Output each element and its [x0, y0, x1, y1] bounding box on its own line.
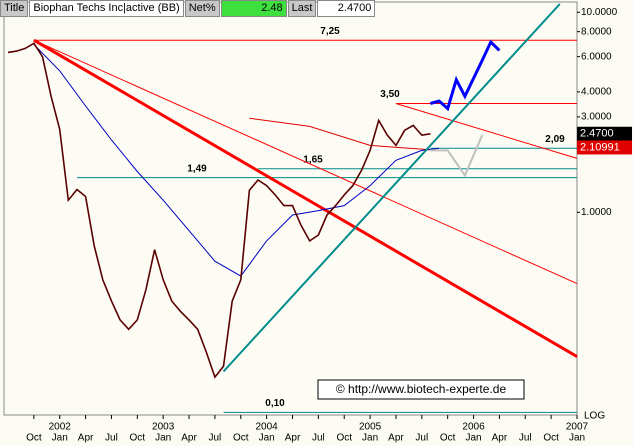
x-tick-label: Jan — [362, 433, 378, 444]
x-tick-label: Jul — [312, 433, 325, 444]
net-value: 2.48 — [220, 0, 287, 17]
price-tag-label: 2.4700 — [580, 128, 614, 140]
x-tick-label: Apr — [78, 433, 94, 444]
level-label: 1,65 — [303, 154, 323, 165]
level-label: 7,25 — [320, 26, 340, 37]
x-tick-label: Jan — [52, 433, 68, 444]
y-tick-label: 4.0000 — [581, 87, 612, 98]
x-tick-label: Jul — [519, 433, 532, 444]
x-tick-label: Jan — [465, 433, 481, 444]
price-line — [7, 42, 431, 379]
x-tick-label: Oct — [26, 433, 42, 444]
overlay-line — [33, 38, 578, 358]
x-year-label: 2007 — [566, 422, 589, 433]
y-tick-label: 8.0000 — [581, 26, 612, 37]
x-tick-label: Jan — [569, 433, 585, 444]
price-tag — [577, 126, 632, 141]
credit: © http://www.biotech-experte.de — [336, 382, 507, 396]
x-tick-label: Oct — [233, 433, 249, 444]
x-year-label: 2006 — [462, 422, 485, 433]
x-year-label: 2002 — [49, 422, 72, 433]
x-tick-label: Jul — [415, 433, 428, 444]
last-label: Last — [287, 0, 317, 17]
price-tag — [577, 140, 632, 155]
y-tick-label: 6.0000 — [581, 51, 612, 62]
x-tick-label: Oct — [543, 433, 559, 444]
x-year-label: 2004 — [256, 422, 279, 433]
instrument-name: Biophan Techs Inc|active (BB) — [29, 0, 184, 17]
x-tick-label: Jul — [209, 433, 222, 444]
x-tick-label: Jan — [259, 433, 275, 444]
x-tick-label: Oct — [336, 433, 352, 444]
x-tick-label: Jan — [155, 433, 171, 444]
x-tick-label: Oct — [440, 433, 456, 444]
level-label: 2,09 — [545, 134, 565, 145]
overlay-line — [395, 103, 578, 159]
scale-label: LOG — [584, 411, 605, 422]
overlay-line — [429, 39, 501, 112]
x-year-label: 2005 — [359, 422, 382, 433]
x-tick-label: Apr — [492, 433, 508, 444]
x-tick-label: Jul — [105, 433, 118, 444]
net-label: Net% — [184, 0, 220, 17]
x-tick-label: Apr — [285, 433, 301, 444]
plot-frame — [3, 1, 578, 416]
price-tag-label: 2.10991 — [580, 141, 620, 153]
title-label: Title — [0, 0, 29, 17]
overlay-line — [33, 39, 578, 285]
overlay-line — [430, 134, 484, 178]
level-label: 3,50 — [380, 89, 400, 100]
x-year-label: 2003 — [152, 422, 175, 433]
y-tick-label: 1.0000 — [581, 207, 612, 218]
y-tick-label: 3.0000 — [581, 112, 612, 123]
x-tick-label: Apr — [388, 433, 404, 444]
credit-box — [317, 379, 525, 400]
last-value: 2.4700 — [317, 0, 376, 17]
header: Title Biophan Techs Inc|active (BB) Net%… — [0, 0, 376, 17]
y-tick-label: 10.0000 — [581, 7, 618, 18]
overlay-line — [249, 117, 440, 151]
level-label: 1,49 — [187, 163, 207, 174]
x-tick-label: Apr — [181, 433, 197, 444]
level-label: 0,10 — [265, 398, 285, 409]
x-tick-label: Oct — [130, 433, 146, 444]
overlay-line — [222, 3, 561, 373]
